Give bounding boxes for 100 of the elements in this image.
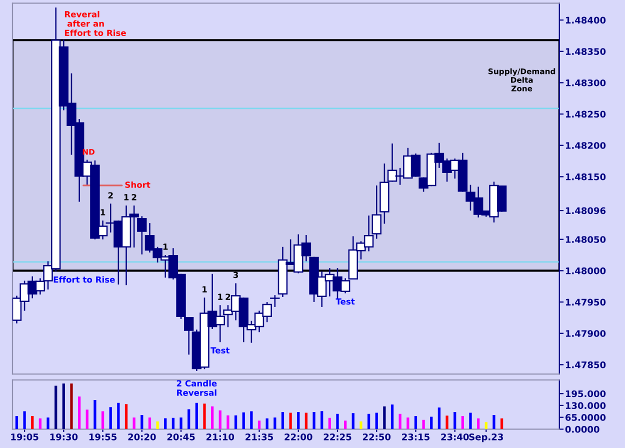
annotation: 2 Candle Reversal xyxy=(176,380,217,396)
bar xyxy=(281,412,284,430)
bar xyxy=(78,396,81,430)
bar xyxy=(258,420,261,430)
bar xyxy=(500,418,504,430)
bar xyxy=(390,404,394,430)
y-tick-label: 1.48000 xyxy=(566,267,606,274)
x-tick-label: 20:45 xyxy=(167,434,195,440)
bar xyxy=(360,421,362,430)
y-tick-label: 1.48250 xyxy=(566,110,606,118)
bar xyxy=(398,414,402,430)
bar xyxy=(336,414,339,430)
bar xyxy=(422,420,425,430)
annotation: 3 xyxy=(233,272,238,278)
bar xyxy=(140,414,144,430)
x-tick-label: 22:00 xyxy=(284,434,312,440)
bar xyxy=(406,418,410,430)
bar xyxy=(203,404,206,430)
bar xyxy=(430,416,433,430)
bar xyxy=(414,416,418,430)
bar xyxy=(234,415,238,430)
bar xyxy=(15,416,18,430)
bar xyxy=(492,414,496,430)
y-tick-label: 1.48350 xyxy=(566,48,606,55)
bar xyxy=(367,414,370,430)
x-tick-label: Sep.23 xyxy=(469,434,503,442)
bar xyxy=(320,411,324,430)
annotation: Effort to Rise xyxy=(54,276,115,283)
y-tick-label: 1.47900 xyxy=(566,330,606,337)
y-tick-label: 1.48050 xyxy=(566,236,606,243)
bar xyxy=(352,413,354,430)
y-tick-label: 1.47950 xyxy=(566,298,606,306)
y-tick-label: 65.0000 xyxy=(565,414,606,421)
bar xyxy=(124,404,128,430)
annotation: Short xyxy=(125,181,150,188)
bar xyxy=(156,421,159,430)
x-tick-label: 21:35 xyxy=(246,434,273,440)
bar xyxy=(132,418,136,430)
y-tick-label: 1.48200 xyxy=(566,142,606,149)
bar xyxy=(38,418,42,430)
bar xyxy=(344,420,347,430)
bar xyxy=(375,412,378,430)
bar xyxy=(328,418,331,430)
bar xyxy=(109,407,112,430)
x-tick-label: 19:30 xyxy=(50,434,78,440)
bar xyxy=(218,410,222,430)
y-tick-label: 1.48300 xyxy=(566,79,606,86)
bar xyxy=(438,407,441,430)
bar xyxy=(117,402,120,430)
bar xyxy=(70,384,73,430)
bar xyxy=(304,412,308,430)
x-tick-label: 22:25 xyxy=(324,434,352,440)
annotation: 1 xyxy=(218,294,222,300)
bar xyxy=(461,416,464,430)
bar xyxy=(446,416,448,430)
bar xyxy=(54,386,58,430)
x-tick-label: 21:10 xyxy=(206,434,234,440)
annotation: Test xyxy=(336,298,355,305)
annotation: 1 xyxy=(124,194,129,200)
y-tick-label: 130.000 xyxy=(566,402,606,410)
x-tick-label: 23:40 xyxy=(441,434,469,440)
annotation: 1 xyxy=(163,244,168,250)
bar xyxy=(250,411,253,430)
annotation: 2 xyxy=(108,192,113,198)
annotation: Reveral after an Effort to Rise xyxy=(64,10,126,36)
bar xyxy=(484,422,488,430)
bar xyxy=(148,418,152,430)
bar xyxy=(31,416,34,430)
bar xyxy=(274,418,276,430)
candlestick xyxy=(270,295,280,308)
bar xyxy=(289,412,292,430)
bar xyxy=(180,418,182,430)
annotation: Test xyxy=(210,347,230,354)
bar xyxy=(469,412,472,430)
bar xyxy=(297,412,300,430)
annotation: 1 xyxy=(100,209,106,216)
bar xyxy=(62,384,65,430)
y-tick-label: 0.0000 xyxy=(565,426,600,433)
bar xyxy=(101,411,104,430)
bar xyxy=(383,406,386,430)
x-tick-label: 22:50 xyxy=(362,434,391,440)
x-tick-label: 23:15 xyxy=(402,434,430,440)
bar xyxy=(226,415,230,430)
bar xyxy=(94,400,96,430)
bar xyxy=(23,411,26,430)
y-tick-label: 1.48400 xyxy=(566,16,606,24)
bar xyxy=(454,412,456,430)
bar xyxy=(477,418,480,430)
annotation: 2 xyxy=(226,294,230,300)
bar xyxy=(164,418,167,430)
bar xyxy=(266,418,268,430)
annotation: 2 xyxy=(132,194,136,200)
bar xyxy=(188,409,190,430)
bar xyxy=(46,418,50,430)
x-tick-label: 19:55 xyxy=(89,434,117,440)
y-tick-label: 195.000 xyxy=(566,390,606,398)
y-tick-label: 1.48150 xyxy=(566,173,606,180)
bar xyxy=(211,406,214,430)
bar xyxy=(86,410,88,430)
bar xyxy=(312,412,316,430)
